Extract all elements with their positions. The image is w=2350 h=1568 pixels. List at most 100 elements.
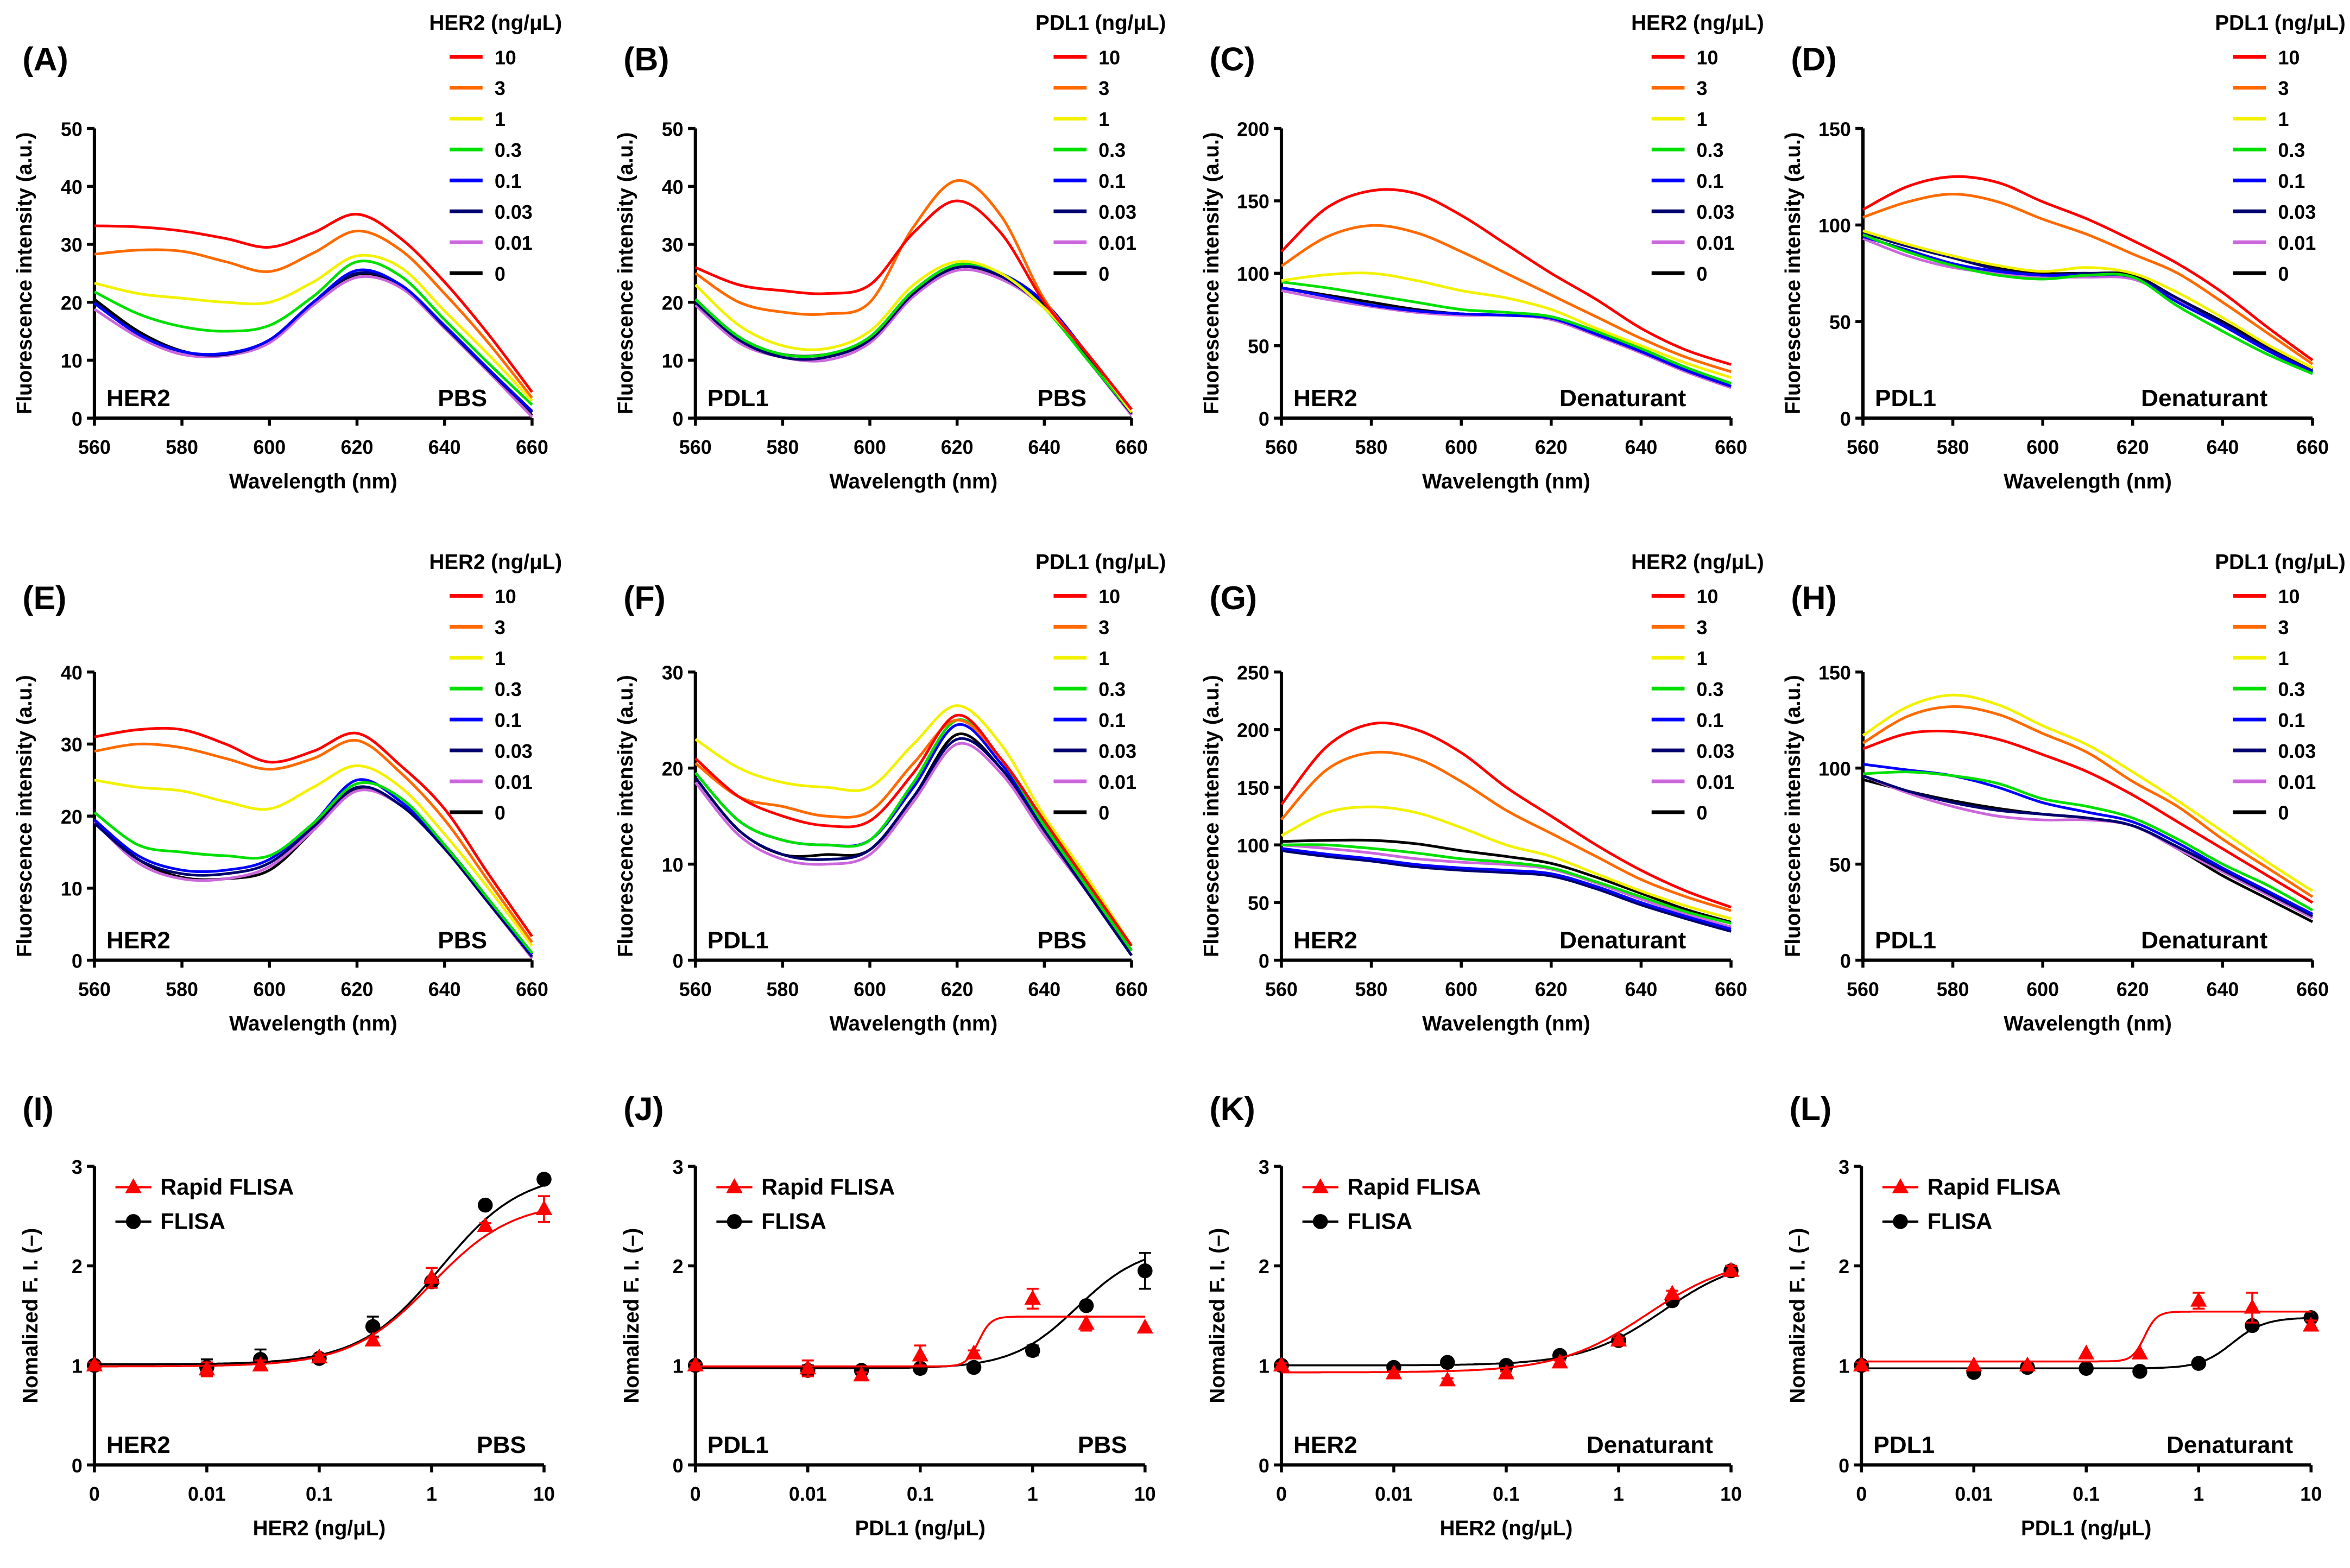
series-line-3 [1862,193,2314,365]
legend-label: 0.01 [2278,772,2316,793]
data-point-triangle [1273,1356,1290,1371]
series-line-0.03 [93,785,533,958]
series-line-0.1 [694,723,1133,952]
fit-curve [1281,1270,1732,1374]
x-tick-label: 660 [1715,979,1747,1001]
series-line-0.3 [93,260,533,406]
y-tick-label: 3 [673,1156,684,1178]
y-tick-label: 0 [673,1455,684,1477]
buffer-label: PBS [1078,1432,1127,1458]
series-line-1 [94,764,533,947]
analyte-label: HER2 [106,927,170,954]
x-tick-label: 640 [2206,437,2239,458]
legend-label: 3 [1697,78,1708,99]
data-point-triangle [1498,1364,1515,1380]
panel-label: (G) [1209,579,1257,616]
analyte-label: PDL1 [707,1432,769,1458]
data-point-triangle [1024,1289,1041,1305]
panel-i: (I) 0 1 2 3 0 0.01 0.1 1 10 HER2 (ng/μL) Nomalized … [19,1090,555,1540]
data-point-triangle [364,1331,381,1347]
series-line-0.03 [1862,231,2314,373]
y-tick-label: 1 [1259,1356,1269,1377]
legend-label: 0.1 [1697,710,1724,731]
x-tick-label: 580 [766,437,799,458]
legend-label: 0.03 [2278,201,2316,223]
legend-label: 0 [1697,802,1708,824]
legend-label: 10 [2278,47,2300,68]
y-tick-label: 250 [1237,662,1269,684]
legend-label: 10 [495,586,516,608]
y-tick-label: 0 [673,408,684,430]
legend-label: 0.03 [495,201,533,223]
legend-label: 0.01 [1697,232,1735,254]
legend-label: 1 [2278,648,2289,669]
y-tick-label: 3 [1839,1156,1849,1178]
legend-label: 0.01 [495,772,533,793]
data-point-circle [1078,1298,1094,1313]
x-tick-label: 10 [1720,1483,1742,1505]
x-tick-label: 660 [2296,979,2329,1001]
legend-label: 0.3 [2278,140,2305,161]
x-tick-label: 560 [1847,437,1879,458]
y-tick-label: 100 [1818,215,1851,237]
y-tick-label: 50 [662,118,684,140]
y-axis-title: Nomalized F. I. (–) [19,1228,42,1403]
analyte-label: PDL1 [707,927,769,954]
legend-circle-icon [1893,1214,1908,1229]
legend-label: 1 [2278,109,2289,130]
legend-label: 0.3 [1697,679,1724,700]
data-point-triangle [853,1366,870,1382]
legend-label: 0.3 [1697,140,1724,161]
legend-label: 3 [1098,617,1109,638]
buffer-label: Denaturant [1559,385,1686,412]
data-point-circle [2132,1364,2147,1379]
buffer-label: Denaturant [2166,1432,2293,1458]
legend-label: 1 [1697,109,1708,130]
data-point-triangle [198,1360,216,1376]
legend-label: 0.1 [495,170,522,192]
legend-label: 0.1 [1697,170,1724,192]
data-point-triangle [1439,1371,1456,1387]
data-point-triangle [1551,1353,1568,1369]
y-tick-label: 50 [61,118,83,140]
x-tick-label: 600 [253,437,286,458]
y-tick-label: 40 [662,176,684,198]
y-tick-label: 0 [673,950,684,972]
x-tick-label: 0.01 [789,1483,827,1505]
data-point-circle [1137,1263,1153,1279]
data-point-triangle [423,1268,440,1284]
data-point-triangle [1385,1364,1403,1380]
x-axis-title: Wavelength (nm) [2004,470,2172,493]
y-tick-label: 2 [1839,1256,1849,1278]
legend-title: PDL1 (ng/μL) [2215,551,2345,574]
series-line-0.3 [1281,280,1732,385]
x-tick-label: 640 [428,979,461,1001]
x-tick-label: 640 [1028,979,1060,1001]
legend-title: PDL1 (ng/μL) [1035,551,1166,574]
series-line-0.3 [694,262,1133,414]
legend-label: 10 [2278,586,2300,608]
x-axis-title: Wavelength (nm) [1422,470,1590,493]
y-tick-label: 200 [1237,118,1269,140]
y-tick-label: 3 [72,1156,83,1178]
series-line-3 [94,229,533,399]
y-tick-label: 0 [72,408,83,430]
buffer-label: PBS [438,385,487,412]
fit-curve [1861,1310,2311,1363]
x-tick-label: 0 [1276,1483,1287,1505]
y-tick-label: 100 [1818,758,1851,780]
buffer-label: PBS [1037,385,1086,412]
y-tick-label: 100 [1237,835,1269,857]
x-axis-title: Wavelength (nm) [2004,1012,2172,1035]
legend-label: 0 [1098,263,1109,285]
buffer-label: PBS [1037,927,1086,954]
legend-label: Rapid FLISA [761,1174,895,1199]
x-tick-label: 580 [766,979,799,1001]
analyte-label: HER2 [1293,385,1357,412]
y-tick-label: 150 [1818,662,1851,684]
x-tick-label: 580 [1937,979,1969,1001]
y-tick-label: 30 [662,662,684,684]
y-tick-label: 150 [1237,777,1269,799]
data-point-circle [1025,1343,1040,1358]
buffer-label: Denaturant [2141,927,2267,954]
